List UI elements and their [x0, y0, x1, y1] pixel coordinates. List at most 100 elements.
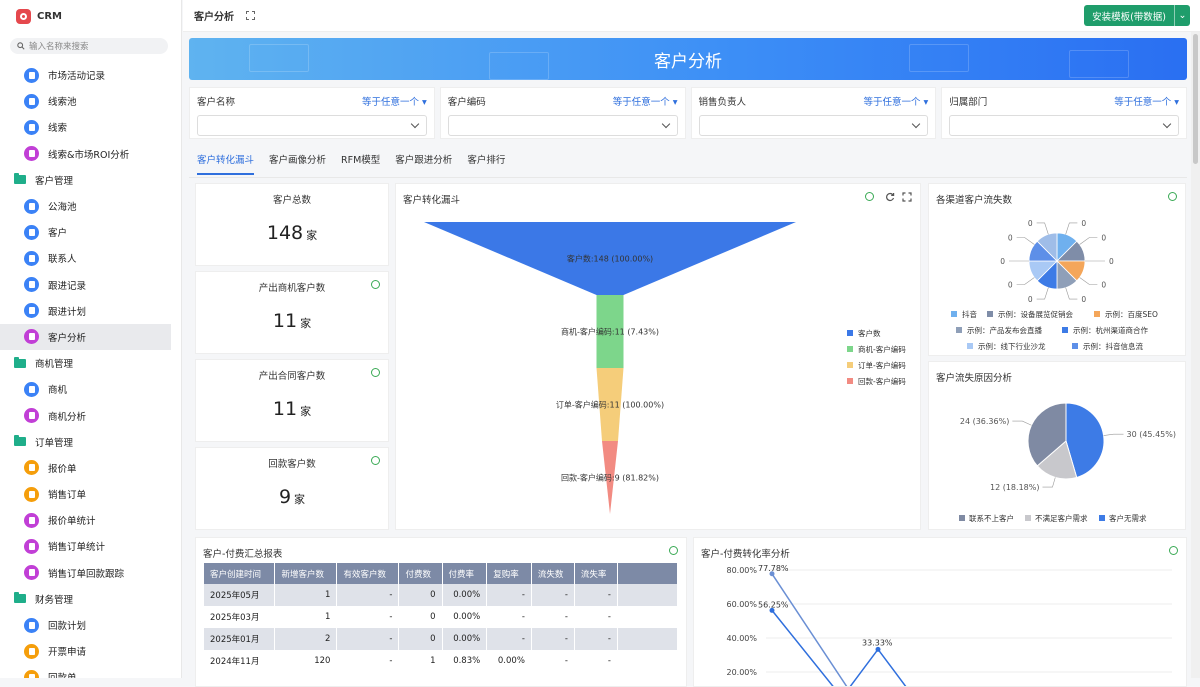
sidebar-item[interactable]: 线索池: [0, 88, 171, 114]
funnel-stage[interactable]: [602, 441, 618, 514]
pie-label: 0: [1081, 295, 1086, 304]
kpi-value: 148 家: [196, 222, 388, 244]
refresh-icon[interactable]: [885, 192, 895, 202]
funnel-stage-label: 订单-客户编码:11 (100.00%): [556, 400, 664, 410]
filter-operator-select[interactable]: 等于任意一个 ▾: [612, 97, 678, 108]
info-icon[interactable]: [669, 546, 678, 555]
table-cell: -: [574, 650, 619, 672]
tab[interactable]: 客户转化漏斗: [197, 152, 255, 175]
info-icon[interactable]: [371, 280, 380, 289]
sidebar-item[interactable]: 回款单: [0, 664, 171, 678]
sidebar-group[interactable]: 客户管理: [0, 167, 181, 193]
sidebar-item[interactable]: 开票申请: [0, 638, 171, 664]
funnel-stage-label: 商机-客户编码:11 (7.43%): [561, 327, 659, 337]
pie-label: 24 (36.36%): [960, 417, 1009, 426]
tab[interactable]: 客户画像分析: [269, 155, 327, 166]
sidebar-item[interactable]: 客户: [0, 219, 171, 245]
search-icon: [17, 42, 25, 50]
summary-table: 客户创建时间 新增客户数 有效客户数 付费数 付费率 复购率 流失数 流失率 2025年05月 1…: [204, 563, 678, 672]
install-dropdown-icon[interactable]: ⌄: [1174, 5, 1190, 26]
sidebar-item-label: 回款计划: [48, 621, 87, 633]
legend-swatch: [967, 343, 973, 349]
sidebar-item-label: 客户: [48, 228, 68, 240]
pie-label: 30 (45.45%): [1127, 430, 1176, 439]
sidebar-group[interactable]: 订单管理: [0, 429, 181, 455]
tab[interactable]: 客户排行: [467, 155, 506, 166]
sidebar-item[interactable]: 销售订单统计: [0, 533, 171, 559]
filter-value-select[interactable]: [949, 115, 1179, 136]
sidebar-item[interactable]: 客户分析: [0, 323, 171, 351]
sidebar-item-label: 商机: [48, 385, 68, 397]
order-icon: [24, 486, 39, 502]
brand[interactable]: CRM: [0, 0, 181, 32]
sidebar-item[interactable]: 商机: [0, 376, 171, 402]
sidebar-group[interactable]: 财务管理: [0, 586, 181, 612]
info-icon[interactable]: [1169, 546, 1178, 555]
pie-slice[interactable]: [1036, 232, 1058, 262]
sidebar-item[interactable]: 报价单: [0, 455, 171, 481]
funnel-stage[interactable]: [424, 222, 796, 295]
column-header[interactable]: 流失率: [574, 563, 619, 584]
table-row[interactable]: 2024年11月 120-1 0.83% 0.00% - -: [204, 650, 678, 672]
data-point[interactable]: [769, 571, 775, 577]
install-template-label: 安装模板(带数据): [1092, 11, 1166, 23]
data-point[interactable]: [875, 646, 881, 652]
scrollbar[interactable]: [1191, 32, 1200, 678]
table-cell-spacer: [617, 606, 678, 628]
filter-value-select[interactable]: [447, 115, 678, 136]
funnel-stage[interactable]: [596, 295, 624, 368]
scrollbar-thumb[interactable]: [1193, 34, 1198, 164]
pie-label: 0: [1000, 257, 1005, 266]
filter-operator-select[interactable]: 等于任意一个 ▾: [863, 97, 929, 108]
sidebar-group[interactable]: 商机管理: [0, 350, 181, 376]
sidebar-item[interactable]: 销售订单: [0, 481, 171, 507]
column-header[interactable]: 付费数: [398, 563, 443, 584]
tab[interactable]: 客户跟进分析: [395, 155, 453, 166]
fullscreen-icon[interactable]: [902, 192, 912, 202]
legend-label: 回款-客户编码: [858, 376, 906, 386]
column-header[interactable]: 流失数: [531, 563, 575, 584]
kpi-title: 回款客户数: [268, 459, 316, 470]
sidebar-item[interactable]: 公海池: [0, 193, 171, 219]
sidebar-item[interactable]: 线索&市场ROI分析: [0, 141, 171, 167]
table-row[interactable]: 2025年05月 1-0 0.00% - - -: [204, 584, 678, 606]
table-row[interactable]: 2025年01月 2-0 0.00% - - -: [204, 628, 678, 650]
sidebar-item[interactable]: 联系人: [0, 245, 171, 271]
fullscreen-icon[interactable]: [246, 11, 255, 20]
pie-slice[interactable]: [1027, 402, 1067, 467]
column-header[interactable]: 新增客户数: [274, 563, 338, 584]
funnel-stage[interactable]: [596, 368, 624, 441]
filter-value-select[interactable]: [197, 115, 427, 136]
sidebar-item[interactable]: 跟进记录: [0, 272, 171, 298]
table-cell: 2025年01月: [204, 628, 276, 650]
data-point[interactable]: [769, 607, 775, 613]
sidebar-item[interactable]: 商机分析: [0, 402, 171, 428]
info-icon[interactable]: [1168, 192, 1177, 201]
filter-operator-select[interactable]: 等于任意一个 ▾: [361, 97, 427, 108]
column-header[interactable]: 付费率: [442, 563, 488, 584]
install-template-button[interactable]: 安装模板(带数据) ⌄: [1084, 5, 1190, 26]
sidebar-item[interactable]: 报价单统计: [0, 507, 171, 533]
filter-operator-select[interactable]: 等于任意一个 ▾: [1114, 97, 1179, 108]
kpi-value: 11 家: [196, 310, 388, 332]
filter-value-select[interactable]: [698, 115, 929, 136]
series-line[interactable]: [771, 573, 854, 687]
table-row[interactable]: 2025年03月 1-0 0.00% - - -: [204, 606, 678, 628]
info-icon[interactable]: [371, 456, 380, 465]
column-header[interactable]: 有效客户数: [336, 563, 400, 584]
pie-slice[interactable]: [1036, 440, 1078, 480]
series-line[interactable]: [771, 609, 914, 687]
table-cell-spacer: [617, 628, 678, 650]
sidebar-item[interactable]: 市场活动记录: [0, 62, 171, 88]
column-header[interactable]: 客户创建时间: [204, 563, 276, 584]
sidebar-search[interactable]: 输入名称来搜索: [10, 38, 168, 54]
tab[interactable]: RFM模型: [341, 155, 381, 166]
sidebar-item[interactable]: 销售订单回款跟踪: [0, 560, 171, 586]
info-icon[interactable]: [865, 192, 874, 201]
info-icon[interactable]: [371, 368, 380, 377]
sidebar-item[interactable]: 跟进计划: [0, 298, 171, 324]
sidebar-item[interactable]: 线索: [0, 114, 171, 140]
sidebar-item[interactable]: 回款计划: [0, 612, 171, 638]
pie-label: 0: [1028, 219, 1033, 228]
column-header[interactable]: 复购率: [486, 563, 532, 584]
